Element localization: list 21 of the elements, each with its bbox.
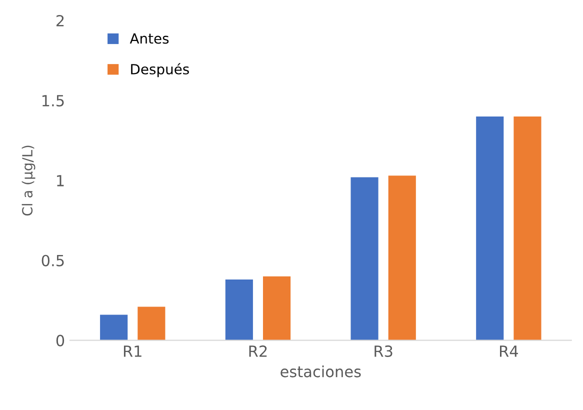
- y-tick-label: 1: [57, 175, 64, 186]
- bar: [225, 280, 253, 340]
- x-tick-label: R4: [500, 346, 518, 357]
- y-tick-label: 2: [56, 14, 64, 26]
- y-axis-title: Cl a (µg/L): [22, 146, 36, 216]
- bar: [100, 314, 128, 340]
- x-tick-label: R3: [374, 345, 392, 357]
- legend-label: Después: [131, 63, 189, 78]
- bar: [138, 306, 166, 340]
- bar: [262, 276, 291, 340]
- y-tick-label: 1.5: [42, 95, 64, 106]
- bar: [350, 177, 378, 340]
- bar: [514, 116, 542, 340]
- y-tick-label: 0: [56, 334, 64, 346]
- x-tick-label: R2: [249, 345, 267, 357]
- legend-label: Antes: [130, 33, 169, 44]
- x-axis-title: estaciones: [280, 366, 361, 378]
- x-tick-label: R1: [124, 346, 142, 357]
- y-tick-label: 0.5: [42, 254, 64, 266]
- bar: [388, 176, 416, 340]
- bar: [476, 116, 504, 340]
